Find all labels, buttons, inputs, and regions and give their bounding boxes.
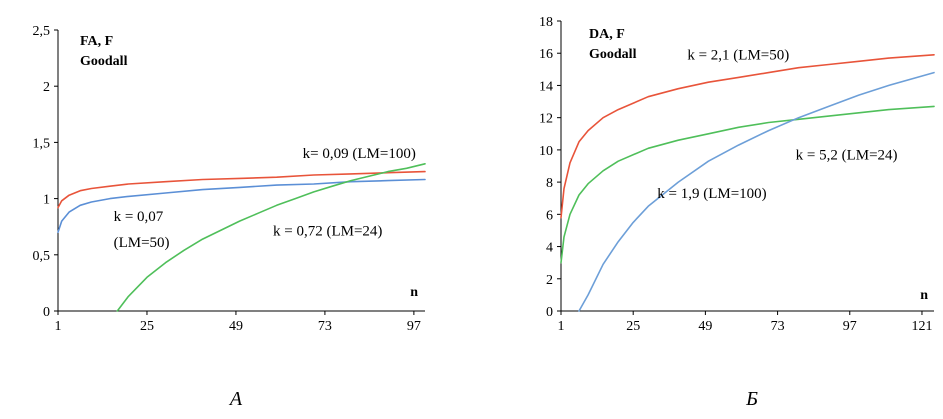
chart-title-line1: DA, F <box>589 27 625 42</box>
y-tick-label: 10 <box>539 144 553 159</box>
y-tick-label: 8 <box>546 176 553 191</box>
x-tick-label: 25 <box>140 319 154 334</box>
x-axis-label: n <box>410 285 418 300</box>
series-annotation: k = 1,9 (LM=100) <box>657 186 766 202</box>
y-tick-label: 14 <box>539 79 553 94</box>
series-line-0 <box>560 53 935 219</box>
x-tick-label: 121 <box>911 319 932 334</box>
chart-title-line1: FA, F <box>80 34 113 49</box>
x-tick-label: 49 <box>698 319 712 334</box>
series-annotation: k = 0,07 <box>114 209 164 225</box>
y-tick-label: 0,5 <box>33 249 51 264</box>
y-tick-label: 1 <box>43 193 50 208</box>
series-line-2 <box>116 163 426 312</box>
y-tick-label: 6 <box>546 208 553 223</box>
y-tick-label: 2,5 <box>33 24 51 39</box>
y-tick-label: 16 <box>539 47 553 62</box>
x-tick-label: 97 <box>843 319 857 334</box>
y-tick-label: 0 <box>546 305 553 320</box>
x-tick-label: 73 <box>318 319 332 334</box>
series-annotation: (LM=50) <box>114 235 170 251</box>
y-tick-label: 2 <box>43 80 50 95</box>
y-tick-label: 0 <box>43 305 50 320</box>
series-annotation: k = 2,1 (LM=50) <box>687 48 789 64</box>
y-tick-label: 1,5 <box>33 136 51 151</box>
chart-title-line2: Goodall <box>80 54 128 69</box>
y-tick-label: 4 <box>546 241 553 256</box>
x-tick-label: 73 <box>771 319 785 334</box>
chart-title-line2: Goodall <box>589 47 637 62</box>
x-tick-label: 1 <box>558 319 565 334</box>
x-tick-label: 97 <box>407 319 421 334</box>
panel-label: A <box>228 388 243 410</box>
series-annotation: k = 0,72 (LM=24) <box>273 224 382 240</box>
x-tick-label: 1 <box>55 319 62 334</box>
series-annotation: k = 5,2 (LM=24) <box>796 148 898 164</box>
series-line-2 <box>578 71 935 312</box>
y-tick-label: 12 <box>539 112 553 127</box>
x-tick-label: 49 <box>229 319 243 334</box>
series-line-1 <box>57 178 426 234</box>
series-annotation: k= 0,09 (LM=100) <box>303 146 416 162</box>
y-tick-label: 2 <box>546 273 553 288</box>
chart-panel-a: 0 0,5 1 1,5 2 2,5 1 25 49 73 97 FA, F Goodall n k= 0,0… <box>33 24 426 410</box>
y-tick-label: 18 <box>539 15 553 30</box>
series-line-0 <box>57 170 426 209</box>
panel-label: Б <box>745 388 758 410</box>
series-line-1 <box>560 105 935 264</box>
x-axis-label: n <box>920 288 928 303</box>
x-tick-label: 25 <box>626 319 640 334</box>
chart-panel-b: 0 2 4 6 8 10 12 14 16 18 1 25 49 73 97 121 DA, F Goodall n… <box>539 15 935 410</box>
